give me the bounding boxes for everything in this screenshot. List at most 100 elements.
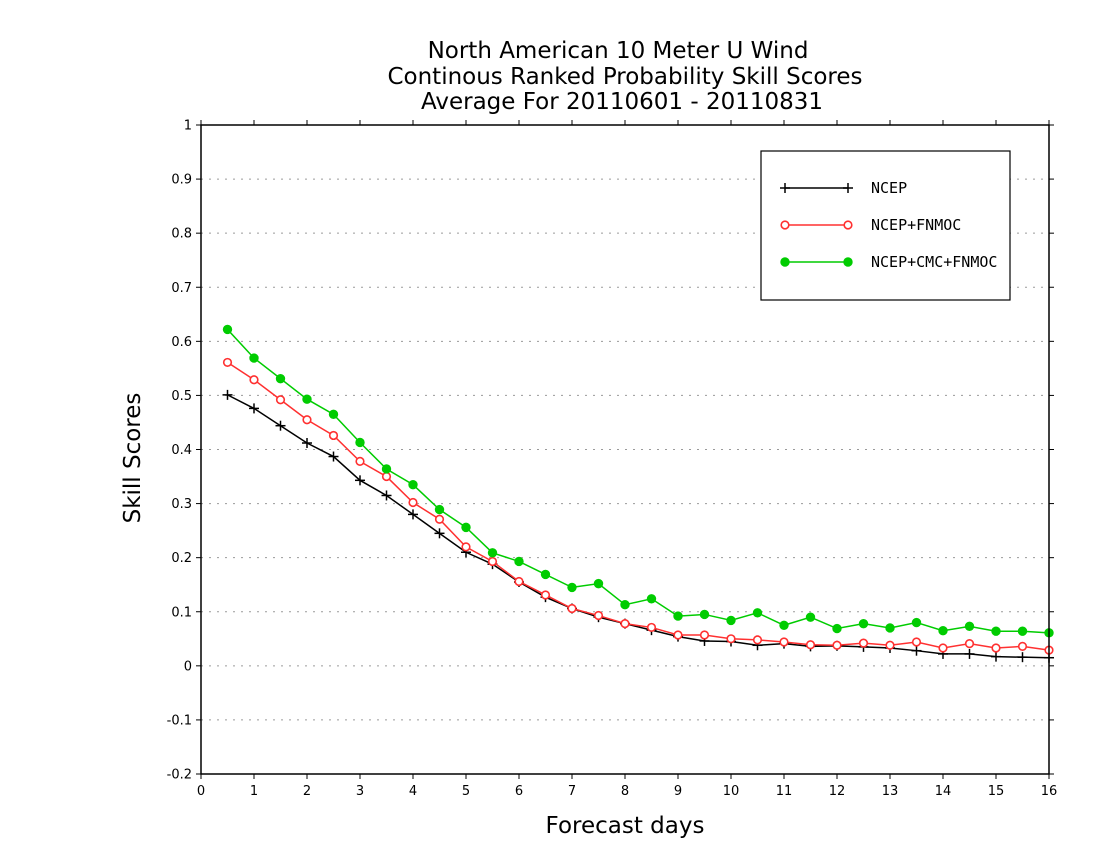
data-point-open-circle: [328, 430, 339, 441]
data-point-plus: [408, 509, 418, 520]
y-tick-label: 0.8: [171, 227, 192, 242]
x-tick-label: 6: [515, 784, 523, 799]
plot-frame: [200, 124, 1050, 775]
y-tick-label: 0.7: [171, 281, 192, 296]
data-point-filled-circle: [843, 257, 853, 267]
data-point-open-circle: [461, 542, 471, 552]
data-point-open-circle: [673, 630, 683, 640]
data-point-filled-circle: [461, 522, 471, 533]
data-point-filled-circle: [885, 623, 895, 633]
data-point-filled-circle: [780, 257, 790, 267]
data-point-open-circle: [991, 643, 1001, 653]
data-point-plus: [222, 389, 233, 400]
x-tick-label: 9: [674, 784, 682, 799]
data-point-filled-circle: [487, 548, 498, 558]
title-line-2: Continous Ranked Probability Skill Score…: [387, 64, 862, 90]
series-line: [227, 361, 1050, 651]
data-point-filled-circle: [328, 409, 339, 420]
data-point-filled-circle: [434, 504, 445, 515]
data-point-open-circle: [646, 622, 657, 633]
x-tick-label: 13: [882, 784, 899, 799]
data-point-open-circle: [843, 220, 853, 230]
data-point-plus: [911, 645, 922, 656]
data-point-open-circle: [779, 637, 789, 647]
data-point-filled-circle: [620, 600, 630, 610]
data-point-open-circle: [275, 395, 286, 405]
legend-label: NCEP+FNMOC: [871, 216, 961, 234]
series-ncep: [222, 389, 1054, 663]
data-point-open-circle: [858, 638, 869, 648]
data-point-open-circle: [593, 610, 604, 621]
data-point-filled-circle: [567, 582, 577, 593]
data-point-open-circle: [964, 639, 975, 649]
x-tick-label: 12: [829, 784, 846, 799]
y-tick-label: -0.2: [167, 768, 192, 783]
data-point-plus: [780, 183, 790, 193]
data-point-filled-circle: [514, 556, 524, 567]
axes: -0.2-0.100.10.20.30.40.50.60.70.80.910 1 2…: [167, 119, 1058, 800]
data-point-open-circle: [381, 471, 392, 482]
x-tick-label: 5: [462, 784, 470, 799]
data-point-plus: [275, 420, 286, 431]
data-point-open-circle: [832, 640, 842, 650]
series-ncep-fnmoc: [222, 357, 1054, 655]
y-tick-label: 0.3: [171, 497, 192, 512]
data-point-filled-circle: [832, 623, 842, 634]
x-tick-label: 1: [250, 784, 258, 799]
x-tick-label: 2: [303, 784, 311, 799]
data-point-filled-circle: [408, 479, 418, 490]
data-point-open-circle: [408, 497, 418, 508]
data-point-open-circle: [780, 220, 790, 230]
x-tick-label: 7: [568, 784, 576, 799]
data-point-open-circle: [514, 576, 524, 587]
legend-item: NCEP: [780, 179, 907, 197]
y-tick-label: 0.6: [171, 335, 192, 350]
data-point-open-circle: [699, 630, 710, 640]
y-tick-label: 0.1: [171, 605, 192, 620]
data-point-filled-circle: [355, 437, 365, 448]
legend-item: NCEP+CMC+FNMOC: [780, 253, 997, 271]
data-point-filled-circle: [858, 618, 869, 629]
data-point-open-circle: [938, 643, 948, 653]
title-line-3: Average For 20110601 - 20110831: [421, 89, 823, 115]
data-point-filled-circle: [593, 578, 604, 589]
data-point-plus: [843, 183, 853, 193]
data-point-plus: [328, 451, 339, 462]
data-point-open-circle: [805, 640, 816, 650]
data-point-open-circle: [911, 637, 922, 647]
data-point-filled-circle: [911, 617, 922, 628]
data-point-filled-circle: [673, 611, 683, 621]
x-tick-label: 0: [197, 784, 205, 799]
data-point-plus: [355, 475, 365, 486]
data-point-filled-circle: [540, 569, 551, 580]
data-point-open-circle: [1017, 641, 1028, 651]
data-point-open-circle: [726, 634, 736, 644]
legend-item: NCEP+FNMOC: [780, 216, 961, 234]
y-tick-label: -0.1: [167, 713, 192, 728]
data-point-plus: [249, 403, 259, 414]
x-tick-label: 3: [356, 784, 364, 799]
data-point-filled-circle: [699, 609, 710, 620]
series-line: [226, 328, 1050, 634]
y-tick-label: 0.9: [171, 173, 192, 188]
data-point-plus: [1017, 652, 1028, 663]
data-point-plus: [434, 528, 445, 539]
data-point-filled-circle: [1017, 626, 1028, 636]
data-point-filled-circle: [726, 615, 736, 626]
x-tick-label: 11: [776, 784, 793, 799]
data-point-filled-circle: [779, 620, 789, 630]
data-point-filled-circle: [302, 394, 312, 404]
data-point-open-circle: [222, 357, 233, 368]
data-point-filled-circle: [275, 373, 286, 384]
grid-lines: [201, 178, 1049, 721]
data-point-open-circle: [540, 590, 551, 600]
legend-label: NCEP+CMC+FNMOC: [871, 253, 997, 271]
data-point-plus: [381, 490, 392, 501]
x-tick-label: 10: [723, 784, 740, 799]
y-tick-label: 0.2: [171, 551, 192, 566]
series-lines: [222, 324, 1054, 663]
data-point-open-circle: [434, 514, 445, 524]
data-point-filled-circle: [964, 621, 975, 632]
data-point-open-circle: [885, 640, 895, 650]
